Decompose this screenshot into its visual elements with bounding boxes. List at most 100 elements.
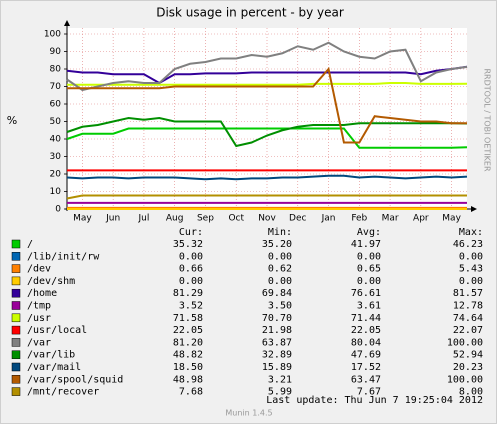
legend-stat: 18.50 <box>173 362 203 373</box>
legend-stat: 21.98 <box>262 325 292 336</box>
legend-swatch <box>11 276 21 286</box>
legend-swatch <box>11 252 21 261</box>
y-tick-label: 60 <box>50 100 62 110</box>
y-tick-label: 0 <box>55 205 61 215</box>
legend-stat: 81.20 <box>173 337 203 348</box>
y-tick-label: 90 <box>50 47 62 57</box>
y-tick-label: 100 <box>44 30 61 40</box>
legend-swatch <box>11 301 21 310</box>
series-line <box>66 127 468 149</box>
x-tick-label: May <box>73 214 92 224</box>
side-text: RRDTOOL / TOBI OETIKER <box>483 68 492 171</box>
last-update: Last update: Thu Jun 7 19:25:04 2012 <box>266 395 483 406</box>
series-line <box>66 41 468 92</box>
legend-swatch <box>11 325 21 335</box>
legend-name: /usr <box>27 313 51 324</box>
legend-name: /usr/local <box>27 325 87 336</box>
legend-stat: 15.89 <box>262 362 292 373</box>
x-tick-label: Mar <box>382 214 399 224</box>
legend-stat: 5.99 <box>268 387 292 398</box>
legend-name: /mnt/recover <box>27 387 99 398</box>
legend-name: /lib/init/rw <box>27 251 100 262</box>
legend-stat: 52.94 <box>453 350 483 361</box>
series-line <box>66 116 468 148</box>
legend-stat: 41.97 <box>351 239 381 250</box>
legend-stat: 17.52 <box>351 362 381 373</box>
legend-stat: 100.00 <box>447 337 483 348</box>
y-tick-label: 50 <box>50 117 62 127</box>
legend-stat: 20.23 <box>453 362 483 373</box>
legend-stat: 0.65 <box>357 264 381 275</box>
legend-stat: 0.00 <box>357 251 381 262</box>
legend-stat: 32.89 <box>262 350 292 361</box>
series-line <box>67 66 468 144</box>
legend-stat: 0.00 <box>357 276 381 287</box>
legend-stat: 80.04 <box>351 337 381 348</box>
series-line <box>66 174 468 181</box>
legend-stat: 48.82 <box>173 350 203 361</box>
legend-swatch <box>11 288 21 298</box>
legend-stat: 0.00 <box>459 276 483 287</box>
legend-stat: 0.00 <box>179 276 203 287</box>
legend-swatch <box>11 239 21 249</box>
legend-stat: 76.61 <box>351 288 381 299</box>
legend-stat: 81.29 <box>173 288 203 299</box>
legend-stat: 35.20 <box>262 239 292 250</box>
legend-name: /var <box>27 337 51 348</box>
legend-stat: 0.00 <box>268 251 292 262</box>
stat-header: Avg: <box>357 227 381 238</box>
legend-stat: 74.64 <box>453 313 483 324</box>
legend-swatch <box>11 375 21 384</box>
legend-swatch <box>11 264 21 273</box>
legend-stat: 0.66 <box>179 264 203 275</box>
x-tick-label: Jul <box>137 214 149 224</box>
legend-name: /tmp <box>27 301 51 312</box>
x-tick-label: Aug <box>166 214 184 224</box>
chart-title: Disk usage in percent - by year <box>156 6 344 20</box>
stat-header: Max: <box>459 227 483 238</box>
legend-stat: 63.87 <box>262 337 292 348</box>
legend-swatch <box>11 338 21 347</box>
legend-stat: 22.05 <box>173 325 203 336</box>
legend-stat: 8.00 <box>459 387 483 398</box>
x-tick-label: Dec <box>289 214 306 224</box>
legend-stat: 7.68 <box>179 387 203 398</box>
legend-stat: 70.70 <box>262 313 292 324</box>
legend-stat: 81.57 <box>453 288 483 299</box>
x-tick-label: Jan <box>321 214 336 224</box>
y-tick-label: 10 <box>50 187 62 197</box>
legend-stat: 71.58 <box>173 313 203 324</box>
legend-stat: 0.62 <box>268 264 292 275</box>
legend-name: /var/spool/squid <box>27 374 123 385</box>
legend-swatch <box>11 387 21 396</box>
footer: Munin 1.4.5 <box>225 409 272 418</box>
legend-stat: 12.78 <box>453 301 483 312</box>
legend-stat: 3.50 <box>268 301 292 312</box>
legend-stat: 69.84 <box>262 288 292 299</box>
legend-stat: 5.43 <box>459 264 483 275</box>
axis-arrow <box>64 20 70 26</box>
x-tick-label: Jun <box>105 214 120 224</box>
legend-name: /dev/shm <box>27 276 75 287</box>
legend-stat: 47.69 <box>351 350 381 361</box>
legend-swatch <box>11 313 21 323</box>
legend-stat: 0.00 <box>459 251 483 262</box>
legend-stat: 100.00 <box>447 374 483 385</box>
x-tick-label: Feb <box>351 214 367 224</box>
series-line <box>66 65 468 85</box>
legend-stat: 3.61 <box>357 301 381 312</box>
legend-stat: 35.32 <box>173 239 203 250</box>
legend-swatch <box>11 350 21 359</box>
legend-name: /var/lib <box>27 350 75 361</box>
series-line <box>67 82 468 86</box>
stat-header: Min: <box>268 227 292 238</box>
legend-stat: 71.44 <box>351 313 381 324</box>
legend-name: /dev <box>27 264 51 275</box>
legend-stat: 0.00 <box>179 251 203 262</box>
y-tick-label: 40 <box>50 135 62 145</box>
y-tick-label: 70 <box>50 82 62 92</box>
y-axis-label: % <box>7 114 17 127</box>
legend-stat: 22.05 <box>351 325 381 336</box>
legend-name: /home <box>27 288 57 299</box>
